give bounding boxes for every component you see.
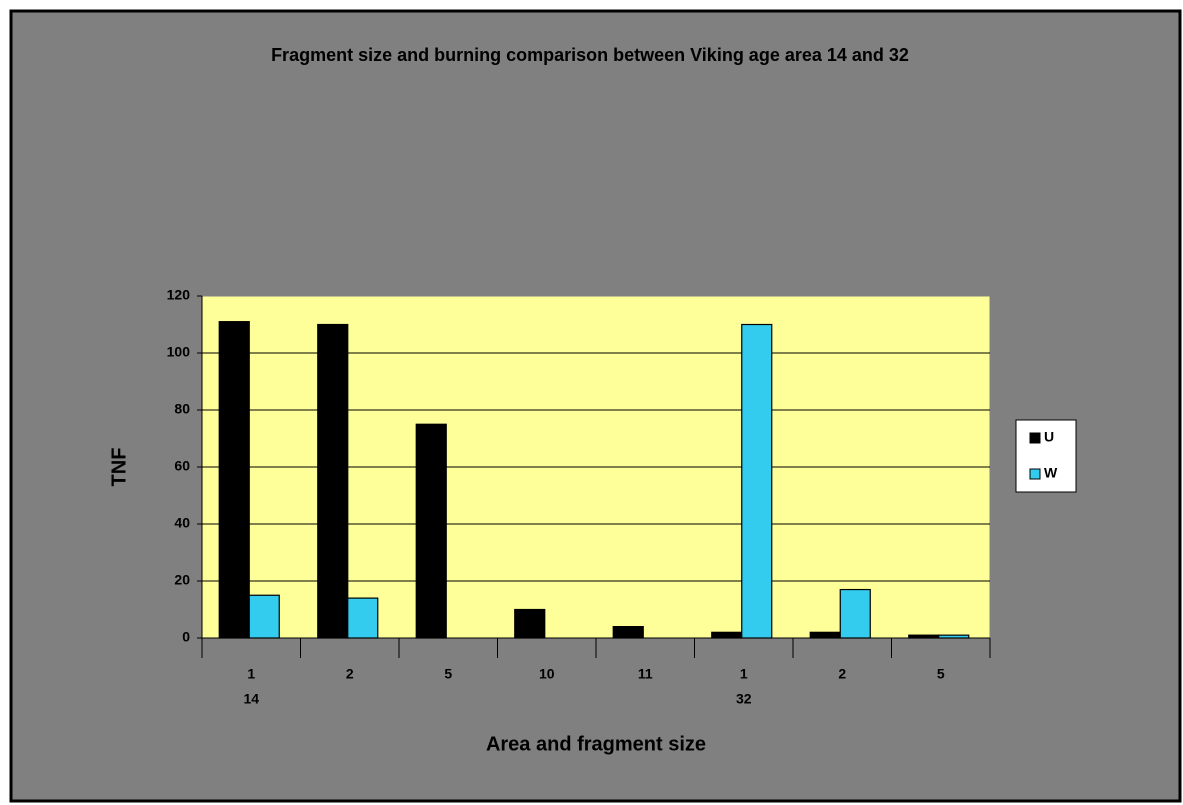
bar	[218, 321, 250, 639]
x-group-label: 14	[243, 691, 259, 707]
x-tick-label: 5	[937, 666, 945, 682]
bar	[415, 423, 447, 639]
x-tick-label: 2	[838, 666, 846, 682]
x-tick-label: 5	[444, 666, 452, 682]
bar	[612, 625, 644, 639]
y-tick-label: 0	[182, 629, 190, 645]
legend-label: U	[1044, 429, 1054, 445]
bar	[317, 323, 349, 639]
chart-title: Fragment size and burning comparison bet…	[271, 45, 909, 65]
y-axis-label: TNF	[108, 448, 130, 487]
x-tick-label: 10	[539, 666, 555, 682]
y-tick-label: 20	[174, 572, 190, 588]
y-tick-label: 100	[167, 344, 191, 360]
x-tick-label: 11	[638, 666, 653, 682]
legend-swatch	[1029, 432, 1041, 444]
bar	[347, 597, 379, 639]
x-tick-label: 1	[247, 666, 255, 682]
bar	[938, 634, 970, 639]
bar	[711, 631, 743, 639]
x-tick-label: 1	[740, 666, 748, 682]
y-tick-label: 40	[174, 515, 190, 531]
legend	[1015, 419, 1077, 493]
bar	[741, 323, 773, 639]
x-group-label: 32	[736, 691, 752, 707]
bar	[514, 608, 546, 639]
x-axis-label: Area and fragment size	[486, 733, 706, 755]
bar	[839, 588, 871, 639]
x-tick-label: 2	[346, 666, 354, 682]
legend-label: W	[1044, 465, 1058, 481]
bar	[908, 634, 940, 639]
y-tick-label: 60	[174, 458, 190, 474]
legend-swatch	[1029, 468, 1041, 480]
bar	[248, 594, 280, 639]
y-tick-label: 120	[167, 287, 191, 303]
bar	[809, 631, 841, 639]
y-tick-label: 80	[174, 401, 190, 417]
